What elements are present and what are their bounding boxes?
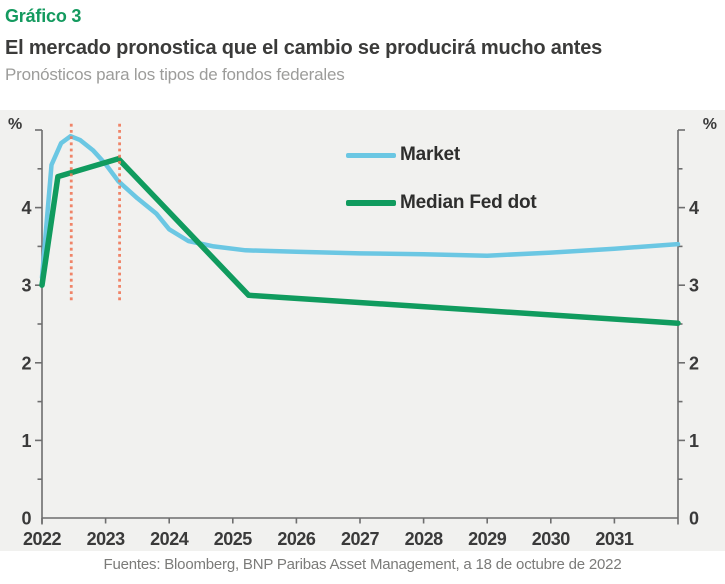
percent-label-right: % <box>703 116 717 133</box>
y-tick-label: 3 <box>21 276 31 296</box>
y-tick-label: 1 <box>21 431 31 451</box>
x-tick-label: 2026 <box>277 529 316 549</box>
legend-label-median-fed-dot: Median Fed dot <box>400 192 537 213</box>
legend-label-market: Market <box>400 144 461 165</box>
legend-item-market: Market <box>346 144 537 166</box>
y-tick-label: 1 <box>689 431 699 451</box>
y-tick-label: 2 <box>21 353 31 373</box>
market-line-swatch <box>346 152 396 158</box>
figure-subtitle: Pronósticos para los tipos de fondos fed… <box>5 65 345 84</box>
figure-header: Gráfico 3 El mercado pronostica que el c… <box>5 6 720 85</box>
figure-title: El mercado pronostica que el cambio se p… <box>5 37 603 59</box>
series-line-median-fed-dot <box>39 155 681 326</box>
y-tick-label: 0 <box>689 509 699 529</box>
chart-panel: 0 0 1 1 2 2 3 3 4 4%% 2022 2023 2024 2025 2026 2027 2028… <box>0 110 725 551</box>
x-tick-label: 2030 <box>532 529 571 549</box>
x-tick-label: 2029 <box>468 529 507 549</box>
y-tick-label: 0 <box>21 509 31 529</box>
x-tick-label: 2022 <box>23 529 62 549</box>
y-tick-label: 2 <box>689 353 699 373</box>
y-tick-label: 4 <box>21 198 31 218</box>
x-tick-label: 2028 <box>405 529 444 549</box>
source-note: Fuentes: Bloomberg, BNP Paribas Asset Ma… <box>103 556 622 573</box>
figure-number: Gráfico 3 <box>5 6 82 26</box>
x-tick-label: 2027 <box>341 529 380 549</box>
line-chart: 0 0 1 1 2 2 3 3 4 4% % 2022 2023 2024 2025 2026 2027 2028… <box>8 116 717 549</box>
series-line-market <box>39 133 681 280</box>
y-tick-label: 4 <box>689 198 699 218</box>
percent-label-left: % <box>8 116 22 133</box>
x-tick-label: 2025 <box>214 529 253 549</box>
x-tick-label: 2024 <box>150 529 189 549</box>
x-tick-label: 2023 <box>87 529 126 549</box>
median-fed-dot-line-swatch <box>346 200 396 206</box>
legend-item-median-fed-dot: Median Fed dot <box>346 192 537 214</box>
chart-legend: Market Median Fed dot <box>346 144 537 214</box>
y-tick-label: 3 <box>689 276 699 296</box>
x-tick-label: 2031 <box>595 529 634 549</box>
